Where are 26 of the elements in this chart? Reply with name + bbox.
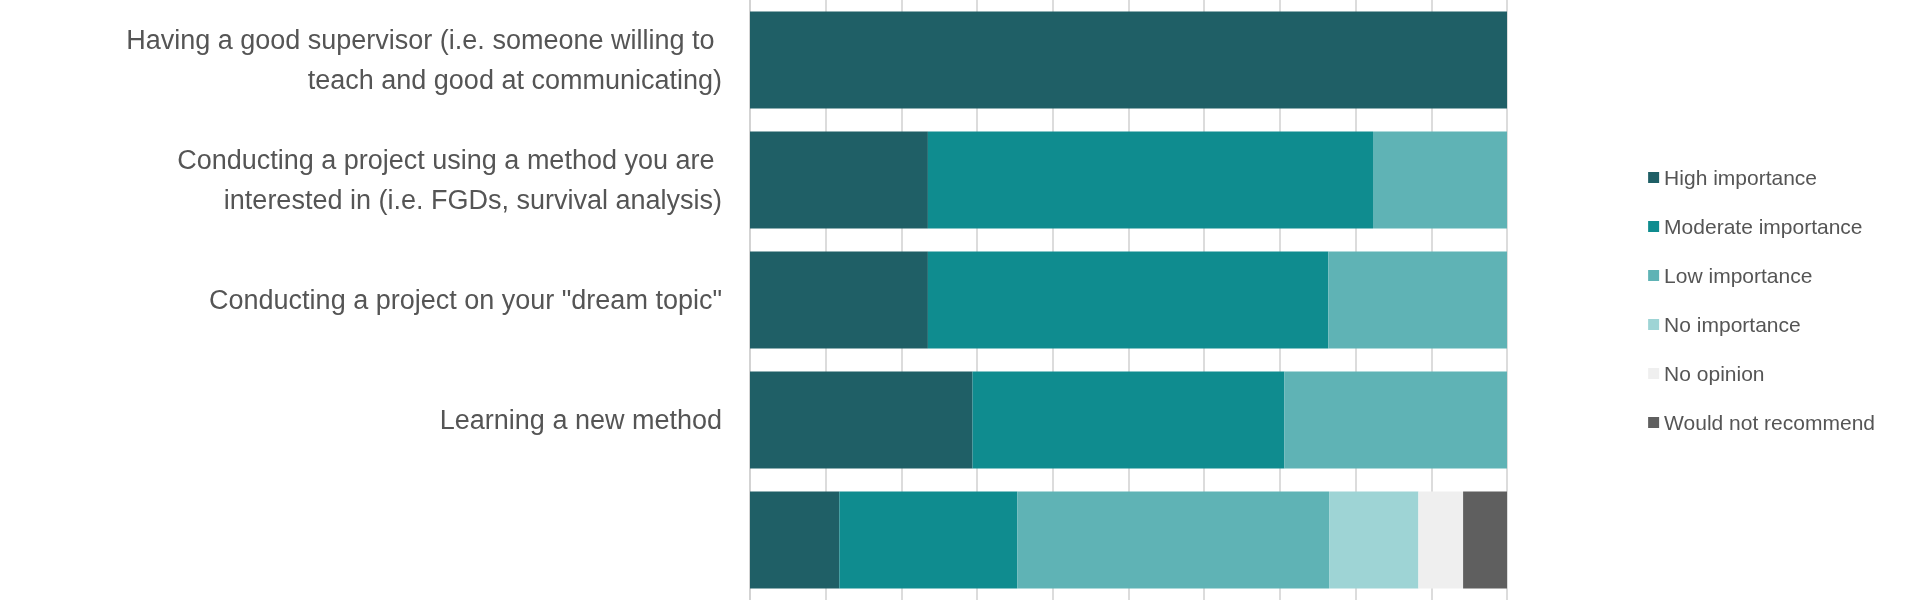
legend-label: High importance xyxy=(1664,166,1818,189)
bar xyxy=(1328,251,1507,349)
bar xyxy=(750,11,1507,109)
bar xyxy=(1329,491,1419,589)
bar xyxy=(972,371,1285,469)
legend-label: No importance xyxy=(1664,313,1801,336)
bar xyxy=(1017,491,1330,589)
bar xyxy=(1418,491,1464,589)
bar xyxy=(750,251,928,349)
legend-label: No opinion xyxy=(1664,362,1765,385)
y-tick-label: Having a good supervisor (i.e. someone willing to teach and good at communicating) xyxy=(126,25,722,95)
y-tick-label: Conducting a project on your "dream topic" xyxy=(209,285,722,315)
bar xyxy=(927,131,1374,229)
bar xyxy=(750,371,973,469)
legend-label: Low importance xyxy=(1664,264,1813,287)
y-tick-label: Conducting a project using a method you are interested in (i.e. FGDs, survival analysis) xyxy=(177,145,722,215)
bar xyxy=(1373,131,1507,229)
legend-label: Moderate importance xyxy=(1664,215,1863,238)
legend-label: Would not recommend xyxy=(1664,411,1876,434)
bar xyxy=(750,491,840,589)
y-tick-label: Learning a new method xyxy=(439,405,722,435)
bar xyxy=(1463,491,1507,589)
bar xyxy=(1284,371,1507,469)
bar xyxy=(839,491,1018,589)
bar xyxy=(750,131,928,229)
bar xyxy=(927,251,1329,349)
